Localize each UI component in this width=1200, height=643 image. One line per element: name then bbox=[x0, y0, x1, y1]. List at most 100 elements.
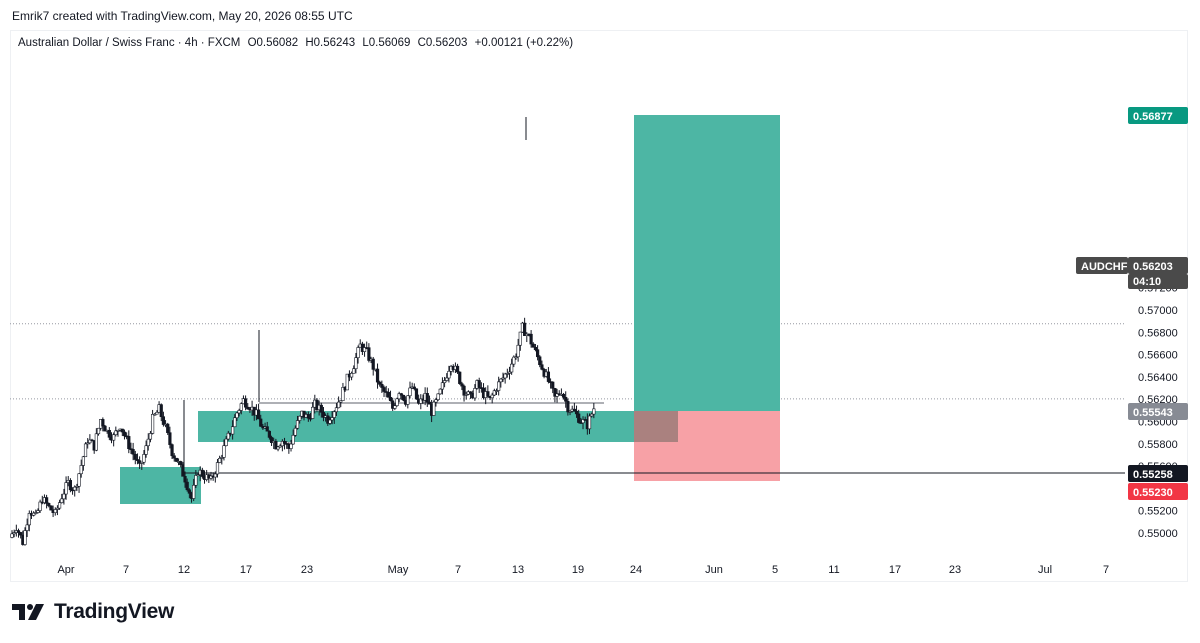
candle-body bbox=[25, 524, 29, 531]
candle-body bbox=[237, 410, 241, 414]
candle-body bbox=[86, 442, 90, 445]
candle-body bbox=[282, 441, 287, 444]
candle-body bbox=[53, 509, 57, 513]
candle-body bbox=[332, 411, 336, 418]
tradingview-logo-icon bbox=[12, 604, 44, 620]
candle-body bbox=[75, 485, 79, 488]
candle-body bbox=[378, 381, 382, 385]
candle-body bbox=[442, 380, 447, 384]
change-value: +0.00121 (+0.22%) bbox=[474, 37, 574, 49]
candle-body bbox=[425, 393, 429, 403]
candle-body bbox=[200, 469, 204, 477]
candle-body bbox=[568, 411, 572, 413]
candle-body bbox=[150, 414, 155, 434]
candle-body bbox=[546, 371, 551, 382]
x-axis-tick: 7 bbox=[123, 564, 129, 576]
candle-body bbox=[112, 434, 116, 441]
candle-body bbox=[269, 437, 274, 443]
candle-body bbox=[73, 486, 77, 491]
candle-body bbox=[135, 459, 140, 461]
candle-body bbox=[298, 415, 302, 421]
candle-body bbox=[518, 331, 522, 346]
candle-body bbox=[337, 401, 341, 409]
candle-body bbox=[27, 513, 31, 526]
candle-body bbox=[148, 433, 153, 440]
candle-body bbox=[494, 390, 499, 392]
candle-body bbox=[12, 532, 16, 535]
candle-body bbox=[103, 425, 107, 432]
candle-body bbox=[140, 461, 144, 464]
candle-body bbox=[60, 498, 64, 503]
high-value: H0.56243 bbox=[305, 37, 356, 49]
candle-body bbox=[445, 377, 449, 381]
candle-body bbox=[153, 413, 157, 416]
y-axis-tick: 0.56400 bbox=[1138, 372, 1178, 384]
candle-body bbox=[412, 386, 416, 390]
candle-body bbox=[555, 393, 559, 397]
candle-body bbox=[213, 473, 217, 478]
zone-overlap bbox=[634, 411, 678, 442]
y-axis-tick: 0.55000 bbox=[1138, 528, 1178, 540]
candle-body bbox=[447, 370, 451, 379]
x-axis-tick: 11 bbox=[828, 564, 839, 576]
candle-body bbox=[133, 453, 137, 460]
candle-body bbox=[267, 430, 271, 438]
candle-body bbox=[10, 533, 14, 538]
candle-body bbox=[523, 322, 527, 336]
candle-body bbox=[222, 445, 226, 458]
candle-body bbox=[47, 503, 51, 507]
svg-text:0.55258: 0.55258 bbox=[1133, 469, 1173, 481]
x-axis-tick: 19 bbox=[572, 564, 584, 576]
candle-body bbox=[170, 444, 174, 457]
candle-body bbox=[62, 493, 66, 500]
candle-body bbox=[436, 393, 440, 400]
candle-body bbox=[291, 434, 295, 445]
candle-body bbox=[419, 398, 423, 404]
candle-body bbox=[334, 407, 339, 413]
x-axis-tick: 12 bbox=[178, 564, 190, 576]
candle-body bbox=[590, 413, 594, 417]
x-axis-tick: 23 bbox=[949, 564, 961, 576]
price-label-symbol: AUDCHF bbox=[1076, 257, 1128, 274]
candle-body bbox=[81, 456, 85, 466]
x-axis-tick: Apr bbox=[57, 564, 74, 576]
candle-body bbox=[507, 371, 512, 374]
candle-body bbox=[561, 393, 566, 398]
svg-text:0.56203: 0.56203 bbox=[1133, 261, 1173, 273]
svg-text:0.56877: 0.56877 bbox=[1133, 111, 1173, 123]
candle-body bbox=[501, 377, 505, 380]
candle-body bbox=[161, 416, 166, 425]
candle-body bbox=[533, 346, 538, 350]
tradingview-logo: TradingView bbox=[12, 600, 174, 624]
candle-body bbox=[116, 430, 120, 432]
candle-body bbox=[503, 373, 507, 379]
price-label-entry: 0.55543 bbox=[1128, 403, 1188, 420]
candle-body bbox=[455, 365, 460, 373]
candle-body bbox=[566, 400, 570, 413]
price-label-level: 0.55258 bbox=[1128, 465, 1188, 482]
svg-text:0.55230: 0.55230 bbox=[1133, 487, 1173, 499]
candle-body bbox=[438, 388, 442, 395]
candle-body bbox=[572, 408, 576, 412]
candle-body bbox=[79, 465, 83, 475]
candle-body bbox=[375, 368, 380, 383]
y-axis-tick: 0.57000 bbox=[1138, 305, 1178, 317]
candle-body bbox=[168, 432, 172, 445]
candle-body bbox=[577, 413, 581, 423]
demand-zone-upper bbox=[198, 411, 678, 442]
candle-body bbox=[311, 406, 315, 419]
candle-body bbox=[120, 428, 124, 433]
candle-body bbox=[462, 385, 466, 396]
candle-body bbox=[512, 356, 516, 365]
candle-body bbox=[16, 530, 21, 533]
candle-body bbox=[64, 482, 68, 495]
instrument-title[interactable]: Australian Dollar / Swiss Franc · 4h · F… bbox=[18, 37, 241, 49]
candle-body bbox=[401, 394, 406, 401]
candle-body bbox=[246, 406, 250, 410]
price-label-countdown: 04:10 bbox=[1128, 274, 1188, 289]
candle-body bbox=[96, 427, 101, 435]
candle-body bbox=[179, 461, 183, 465]
candle-body bbox=[36, 510, 40, 513]
price-label-stop: 0.55230 bbox=[1128, 483, 1188, 500]
